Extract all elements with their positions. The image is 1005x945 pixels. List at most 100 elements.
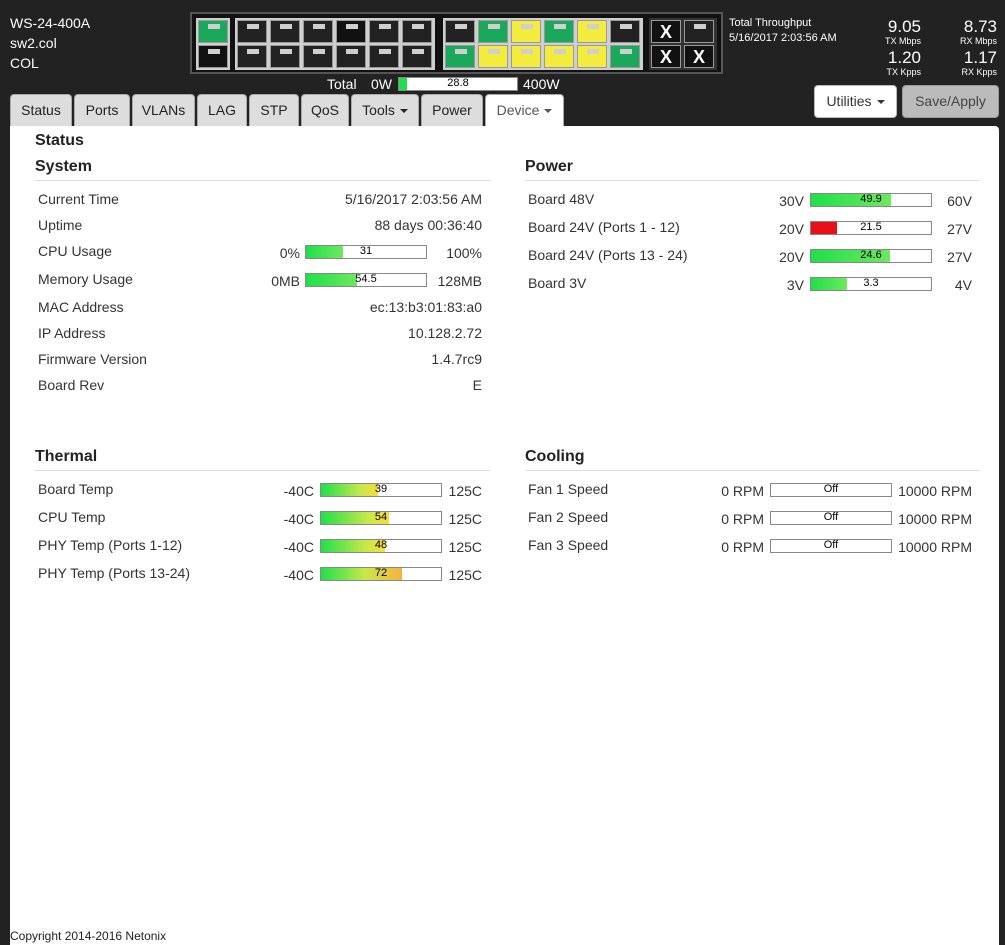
g4-port-1-bottom[interactable]: X (651, 45, 681, 68)
power-row-value: 49.9 (860, 193, 882, 205)
thermal-row-min: -40C (283, 511, 314, 527)
port-notch (620, 49, 632, 54)
tab-qos[interactable]: QoS (301, 94, 349, 126)
tab-ports[interactable]: Ports (74, 94, 130, 126)
tx-kpps-value: 1.20 (887, 48, 921, 67)
tx-mbps-stat: 9.05 TX Mbps (866, 18, 921, 47)
port-notch (554, 24, 566, 29)
g3-port-6-top[interactable] (610, 20, 640, 43)
tab-ports-label: Ports (85, 102, 119, 118)
throughput-timestamp: 5/16/2017 2:03:56 AM (729, 32, 837, 44)
memory-usage-max: 128MB (437, 273, 482, 289)
g2-port-4-top[interactable] (336, 20, 366, 43)
tab-vlans-label: VLANs (141, 102, 186, 118)
g2-port-5-top[interactable] (369, 20, 399, 43)
g4-port-2-top[interactable] (684, 20, 714, 43)
g4-port-2-bottom[interactable]: X (684, 45, 714, 68)
thermal-row-label: PHY Temp (Ports 13-24) (38, 565, 190, 581)
g3-port-4-top[interactable] (544, 20, 574, 43)
port-notch (412, 24, 424, 29)
power-row-bar: 21.5 (810, 221, 932, 235)
tab-vlans[interactable]: VLANs (132, 94, 195, 126)
g2-port-2-top[interactable] (270, 20, 300, 43)
save-apply-button[interactable]: Save/Apply (902, 85, 999, 118)
ip-address-value: 10.128.2.72 (408, 325, 482, 341)
tab-device[interactable]: Device (485, 94, 564, 128)
tab-device-label: Device (496, 102, 540, 118)
g3-port-5-top[interactable] (577, 20, 607, 43)
thermal-row-min: -40C (283, 539, 314, 555)
g3-port-4-bottom[interactable] (544, 45, 574, 68)
copyright-text: Copyright 2014-2016 Netonix (10, 929, 167, 943)
g3-port-2-top[interactable] (478, 20, 508, 43)
g2-port-2-bottom[interactable] (270, 45, 300, 68)
rx-kpps-label: RX Kpps (961, 67, 997, 77)
port-notch (247, 49, 259, 54)
tab-lag[interactable]: LAG (197, 94, 247, 126)
cooling-row-max: 10000 RPM (898, 511, 972, 527)
g3-port-3-top[interactable] (511, 20, 541, 43)
tab-tools-label: Tools (362, 102, 395, 118)
thermal-row-value: 72 (374, 567, 388, 579)
g1-port-1-bottom[interactable] (198, 45, 228, 68)
tab-status[interactable]: Status (10, 94, 72, 126)
device-info: WS-24-400A sw2.col COL (10, 13, 90, 73)
g2-port-6-bottom[interactable] (402, 45, 432, 68)
power-row-fill (811, 194, 891, 206)
g4-port-1-top[interactable]: X (651, 20, 681, 43)
port-notch (587, 24, 599, 29)
power-row-max: 4V (954, 277, 972, 293)
port-notch (208, 24, 220, 29)
power-row-max: 27V (947, 221, 972, 237)
port-notch (521, 24, 533, 29)
uptime-value: 88 days 00:36:40 (374, 217, 482, 233)
cpu-usage-bar: 31 (305, 245, 427, 259)
chevron-down-icon (399, 109, 408, 114)
g2-port-1-bottom[interactable] (237, 45, 267, 68)
board-rev-value: E (472, 377, 482, 393)
g2-port-1-top[interactable] (237, 20, 267, 43)
port-notch (346, 49, 358, 54)
cpu-usage-value: 31 (359, 245, 373, 257)
power-row-min: 20V (779, 249, 804, 265)
g2-port-3-top[interactable] (303, 20, 333, 43)
power-row-min: 3V (786, 277, 804, 293)
utilities-label: Utilities (826, 93, 872, 109)
g1-port-1-top[interactable] (198, 20, 228, 43)
g2-port-6-top[interactable] (402, 20, 432, 43)
g3-port-5-bottom[interactable] (577, 45, 607, 68)
g2-port-5-bottom[interactable] (369, 45, 399, 68)
g3-port-1-bottom[interactable] (445, 45, 475, 68)
board-rev-label: Board Rev (38, 377, 105, 393)
g2-port-3-bottom[interactable] (303, 45, 333, 68)
mac-address-label: MAC Address (38, 299, 124, 315)
g3-port-6-bottom[interactable] (610, 45, 640, 68)
device-hostname: sw2.col (10, 35, 57, 51)
thermal-row-max: 125C (448, 539, 482, 555)
thermal-row-max: 125C (448, 483, 482, 499)
thermal-row-bar: 54 (320, 511, 442, 525)
port-notch (313, 49, 325, 54)
power-row-value: 24.6 (860, 249, 882, 261)
mac-address-value: ec:13:b3:01:83:a0 (369, 299, 482, 315)
power-total-label: Total (327, 76, 357, 92)
power-row-label: Board 24V (Ports 13 - 24) (528, 247, 688, 263)
port-notch (455, 24, 467, 29)
uptime-label: Uptime (38, 217, 83, 233)
g3-port-2-bottom[interactable] (478, 45, 508, 68)
tab-power[interactable]: Power (421, 94, 483, 126)
g3-port-1-top[interactable] (445, 20, 475, 43)
port-notch (280, 24, 292, 29)
g2-port-4-bottom[interactable] (336, 45, 366, 68)
current-time-value: 5/16/2017 2:03:56 AM (345, 191, 482, 207)
port-group-1 (196, 18, 230, 70)
throughput-title: Total Throughput (729, 17, 812, 29)
tab-stp[interactable]: STP (249, 94, 299, 126)
g3-port-3-bottom[interactable] (511, 45, 541, 68)
tab-stp-label: STP (260, 102, 288, 118)
tab-tools[interactable]: Tools (351, 94, 419, 126)
thermal-row-fill (321, 540, 385, 552)
cooling-row-min: 0 RPM (721, 483, 764, 499)
utilities-button[interactable]: Utilities (814, 85, 897, 118)
